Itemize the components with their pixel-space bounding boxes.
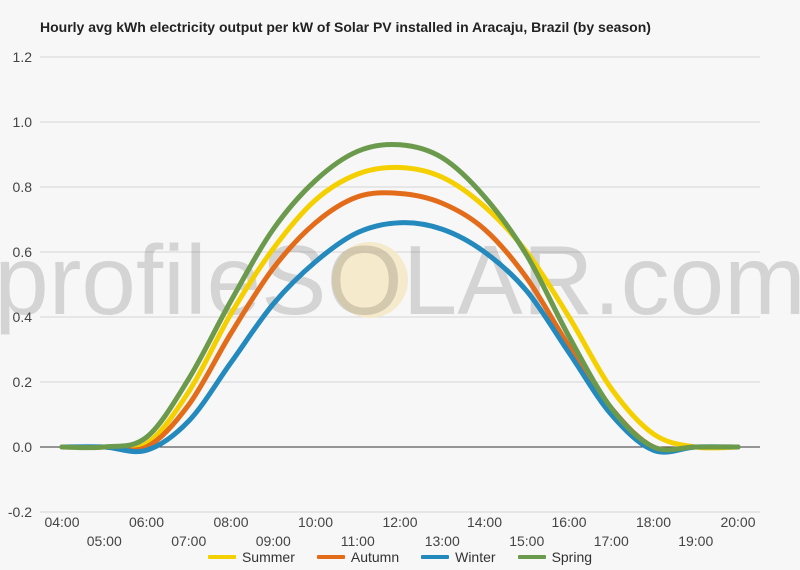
legend-item-summer: Summer [207, 549, 295, 565]
x-tick-label: 10:00 [298, 514, 333, 530]
x-tick-labels: 04:00 05:00 06:00 07:00 08:00 09:00 10:00 11:00… [44, 514, 755, 549]
x-tick-label: 05:00 [87, 533, 122, 549]
series-line-spring [59, 141, 741, 453]
x-tick-label: 17:00 [594, 533, 629, 549]
legend-swatch [316, 555, 345, 559]
y-tick-label: 0.8 [13, 179, 33, 195]
watermark-text: profileSOLAR.com [0, 225, 800, 335]
y-tick-labels: -0.2 0.0 0.2 0.4 0.6 0.8 1.0 1.2 [8, 49, 32, 520]
x-tick-label: 15:00 [509, 533, 544, 549]
legend-label: Spring [551, 549, 593, 565]
y-tick-label: -0.2 [8, 504, 32, 520]
legend-swatch [421, 555, 450, 559]
legend: Summer Autumn Winter Spring [0, 549, 800, 565]
y-tick-label: 0.2 [13, 374, 33, 390]
watermark-sun [332, 242, 408, 318]
y-tick-label: 0.4 [13, 309, 33, 325]
x-tick-label: 12:00 [382, 514, 417, 530]
series-line-winter [59, 220, 741, 455]
legend-swatch [207, 555, 236, 559]
x-tick-label: 06:00 [129, 514, 164, 530]
x-tick-label: 04:00 [44, 514, 79, 530]
watermark-layer: profileSOLAR.com [0, 225, 800, 335]
y-tick-label: 0.6 [13, 244, 33, 260]
grid-layer [40, 56, 760, 513]
x-tick-label: 07:00 [171, 533, 206, 549]
legend-swatch [517, 555, 546, 559]
y-tick-label: 1.0 [13, 114, 33, 130]
series-layer [59, 141, 741, 455]
y-tick-label: 0.0 [13, 439, 33, 455]
series-line-summer [59, 164, 741, 452]
legend-label: Summer [241, 549, 295, 565]
x-tick-label: 18:00 [636, 514, 671, 530]
legend-item-spring: Spring [517, 549, 593, 565]
chart-title: Hourly avg kWh electricity output per kW… [40, 19, 651, 35]
x-tick-label: 20:00 [720, 514, 755, 530]
x-tick-label: 11:00 [341, 533, 375, 549]
x-tick-label: 16:00 [551, 514, 586, 530]
x-tick-label: 13:00 [425, 533, 460, 549]
legend-label: Winter [455, 549, 496, 565]
x-tick-label: 08:00 [213, 514, 248, 530]
x-tick-label: 14:00 [467, 514, 502, 530]
legend-label: Autumn [350, 549, 400, 565]
x-tick-label: 09:00 [256, 533, 291, 549]
y-tick-label: 1.2 [13, 49, 33, 65]
legend-item-autumn: Autumn [316, 549, 400, 565]
legend-item-winter: Winter [421, 549, 496, 565]
x-tick-label: 19:00 [678, 533, 713, 549]
